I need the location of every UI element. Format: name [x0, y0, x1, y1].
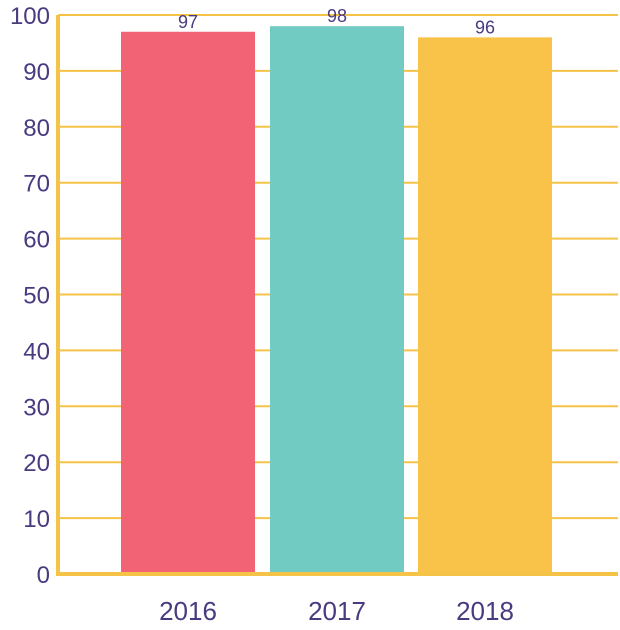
y-tick-label: 80 — [23, 115, 50, 142]
data-label: 98 — [327, 6, 347, 26]
labels: 0 10 20 30 40 50 60 70 80 90 100 97 2016 98 2017 96 2018 — [10, 3, 514, 626]
y-tick-label: 50 — [23, 283, 50, 310]
y-tick-label: 0 — [37, 562, 50, 589]
bars — [121, 26, 552, 575]
x-tick-label: 2016 — [159, 596, 217, 626]
y-tick-label: 40 — [23, 338, 50, 365]
data-label: 96 — [475, 17, 495, 37]
y-tick-label: 60 — [23, 227, 50, 254]
axes — [56, 15, 618, 576]
data-label: 97 — [178, 12, 198, 32]
x-tick-label: 2017 — [308, 596, 366, 626]
y-tick-label: 90 — [23, 59, 50, 86]
y-tick-label: 30 — [23, 394, 50, 421]
bar — [418, 37, 552, 575]
y-tick-label: 100 — [10, 3, 50, 30]
x-tick-label: 2018 — [456, 596, 514, 626]
y-tick-label: 10 — [23, 506, 50, 533]
y-tick-label: 20 — [23, 450, 50, 477]
y-tick-label: 70 — [23, 171, 50, 198]
bar — [121, 31, 255, 574]
bar — [270, 26, 404, 575]
